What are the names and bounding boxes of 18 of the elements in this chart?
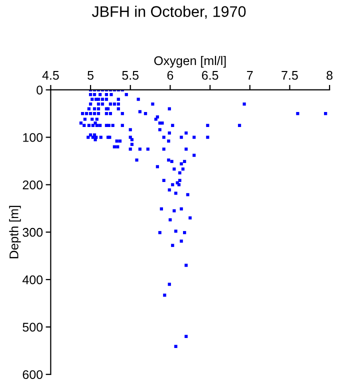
x-axis-title: Oxygen [ml/l] <box>154 56 226 68</box>
x-tick-label: 5 <box>88 71 94 80</box>
y-axis-title: Depth [m] <box>9 206 21 258</box>
y-tick-label: 300 <box>22 228 43 237</box>
x-tick-label: 5.5 <box>122 71 139 80</box>
x-tick-label: 6.5 <box>202 70 218 80</box>
y-tick-label: 100 <box>23 133 43 142</box>
y-tick-label: 0 <box>36 86 43 95</box>
x-tick-label: 8 <box>326 70 332 80</box>
y-tick-label: 600 <box>22 370 43 380</box>
chart-title: JBFH in October, 1970 <box>92 6 246 19</box>
x-tick-label: 7.5 <box>282 71 298 80</box>
y-tick-label: 500 <box>22 322 43 332</box>
x-tick-label: 7 <box>247 71 253 80</box>
x-tick-label: 4.5 <box>42 71 59 80</box>
x-tick-label: 6 <box>167 70 174 80</box>
y-tick-label: 400 <box>22 275 43 284</box>
y-tick-label: 200 <box>22 180 43 190</box>
